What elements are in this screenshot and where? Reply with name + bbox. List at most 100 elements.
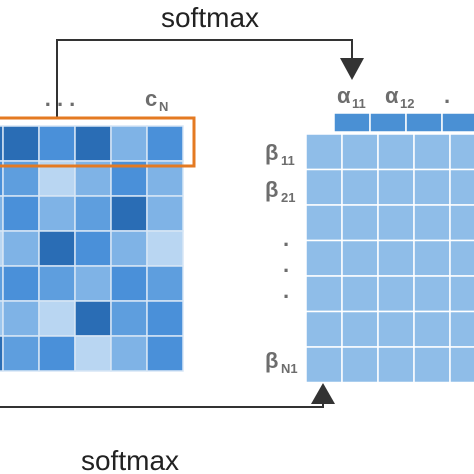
column-label-base: c — [145, 86, 157, 111]
left-matrix-cell — [146, 125, 184, 162]
left-matrix-cell — [2, 195, 40, 232]
right-matrix-cell — [449, 275, 474, 313]
right-matrix-cell — [449, 204, 474, 242]
left-matrix-cell — [38, 125, 76, 162]
right-matrix-cell — [413, 133, 451, 171]
left-matrix-cell — [74, 265, 112, 302]
right-matrix-cell — [449, 168, 474, 206]
beta-label-base: β — [265, 140, 278, 165]
right-matrix-cell — [341, 239, 379, 277]
right-matrix-cell — [413, 168, 451, 206]
left-matrix-cell — [38, 265, 76, 302]
left-matrix — [0, 125, 184, 372]
left-matrix-cell — [146, 230, 184, 267]
alpha-strip-cell — [405, 112, 443, 133]
alpha-ellipsis: . — [444, 83, 450, 108]
beta-label-11: β 11 — [265, 140, 295, 168]
left-matrix-cell — [74, 195, 112, 232]
right-matrix-cell — [449, 346, 474, 384]
right-matrix-cell — [305, 204, 343, 242]
top-softmax-label: softmax — [161, 2, 259, 33]
left-matrix-cell — [74, 230, 112, 267]
right-matrix-cell — [377, 346, 415, 384]
left-matrix-cell — [74, 125, 112, 162]
bottom-softmax-label: softmax — [81, 445, 179, 474]
alpha-strip — [333, 112, 474, 133]
left-matrix-cell — [74, 300, 112, 337]
right-matrix-cell — [377, 133, 415, 171]
column-label-sub: N — [159, 99, 168, 114]
right-matrix-cell — [413, 346, 451, 384]
column-ellipsis: . . . — [45, 86, 76, 111]
left-matrix-cell — [146, 335, 184, 372]
right-matrix-cell — [341, 346, 379, 384]
right-matrix-cell — [413, 275, 451, 313]
row-ellipsis-2: . — [283, 252, 289, 277]
right-matrix-cell — [377, 168, 415, 206]
right-matrix-cell — [449, 310, 474, 348]
alpha-strip-cell — [441, 112, 474, 133]
right-matrix-cell — [377, 310, 415, 348]
row-ellipsis-3: . — [283, 278, 289, 303]
right-matrix-cell — [341, 275, 379, 313]
left-matrix-cell — [38, 230, 76, 267]
bottom-arrow — [0, 383, 335, 408]
left-matrix-cell — [74, 335, 112, 372]
right-matrix-cell — [413, 310, 451, 348]
right-matrix-cell — [305, 168, 343, 206]
left-matrix-cell — [2, 335, 40, 372]
left-matrix-cell — [110, 195, 148, 232]
right-matrix-cell — [305, 346, 343, 384]
alpha-strip-cell — [369, 112, 407, 133]
left-matrix-cell — [38, 300, 76, 337]
left-matrix-cell — [2, 300, 40, 337]
alpha-label-11: α 11 — [337, 83, 366, 111]
alpha-label-base: α — [337, 83, 351, 108]
right-matrix-cell — [449, 133, 474, 171]
right-matrix-cell — [305, 275, 343, 313]
right-matrix-cell — [377, 275, 415, 313]
right-matrix — [305, 133, 474, 384]
beta-label-21: β 21 — [265, 177, 295, 205]
alpha-label-sub: 12 — [400, 96, 414, 111]
left-matrix-cell — [38, 335, 76, 372]
top-arrow — [56, 39, 364, 118]
right-matrix-cell — [341, 168, 379, 206]
left-matrix-cell — [110, 125, 148, 162]
selected-row-highlight — [0, 116, 196, 168]
right-matrix-cell — [377, 204, 415, 242]
beta-label-n1: β N1 — [265, 348, 298, 376]
left-matrix-cell — [110, 335, 148, 372]
right-matrix-cell — [305, 133, 343, 171]
beta-label-base: β — [265, 177, 278, 202]
left-matrix-cell — [2, 265, 40, 302]
alpha-label-base: α — [385, 83, 399, 108]
left-matrix-cell — [146, 195, 184, 232]
right-matrix-cell — [341, 133, 379, 171]
right-matrix-cell — [377, 239, 415, 277]
beta-label-base: β — [265, 348, 278, 373]
left-matrix-cell — [2, 125, 40, 162]
beta-label-sub: 11 — [281, 153, 295, 168]
beta-label-sub: 21 — [281, 190, 295, 205]
column-label-cn: c N — [145, 86, 168, 114]
left-matrix-cell — [110, 265, 148, 302]
left-matrix-cell — [38, 195, 76, 232]
left-matrix-cell — [2, 230, 40, 267]
alpha-label-sub: 11 — [352, 96, 366, 111]
left-matrix-cell — [146, 265, 184, 302]
beta-label-sub: N1 — [281, 361, 298, 376]
right-matrix-cell — [305, 239, 343, 277]
right-matrix-cell — [305, 310, 343, 348]
left-matrix-cell — [110, 300, 148, 337]
right-matrix-cell — [413, 239, 451, 277]
right-matrix-cell — [341, 204, 379, 242]
right-matrix-cell — [413, 204, 451, 242]
left-matrix-cell — [146, 300, 184, 337]
alpha-strip-cell — [333, 112, 371, 133]
alpha-label-12: α 12 — [385, 83, 414, 111]
left-matrix-cell — [110, 230, 148, 267]
row-ellipsis-1: . — [283, 226, 289, 251]
right-matrix-cell — [449, 239, 474, 277]
